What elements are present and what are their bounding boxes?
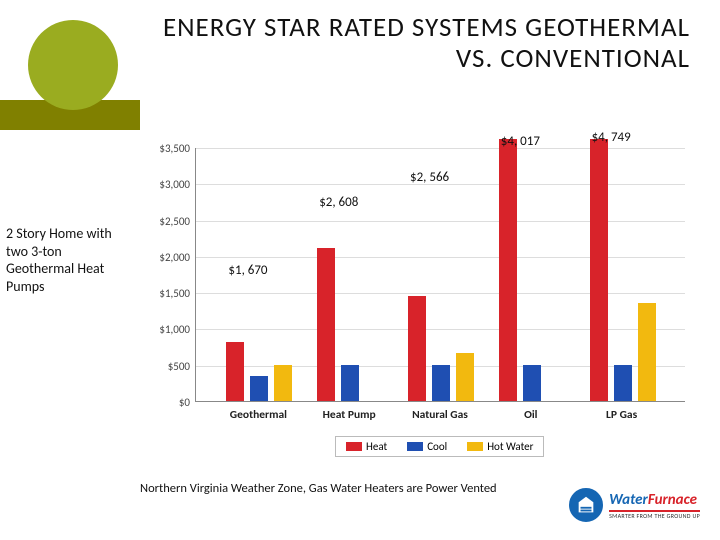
- annotation: $2, 566: [410, 170, 449, 185]
- bar: [408, 296, 426, 401]
- bar: [432, 365, 450, 401]
- logo-word-2: Furnace: [648, 491, 697, 509]
- y-tick-label: $0: [140, 396, 190, 409]
- bar: [456, 353, 474, 401]
- logo-text: WaterFurnace SMARTER FROM THE GROUND UP: [609, 491, 700, 520]
- chart: $0 $500 $1,000 $1,500 $2,000 $2,500 $3,000 $3,5…: [140, 138, 700, 468]
- legend-hotwater-label: Hot Water: [487, 440, 533, 453]
- legend-heat-label: Heat: [366, 440, 387, 453]
- legend-hotwater: Hot Water: [467, 440, 533, 453]
- logo-word-1: Water: [609, 491, 648, 509]
- y-tick-label: $2,500: [140, 215, 190, 228]
- x-tick-label: Heat Pump: [304, 408, 395, 422]
- x-tick-label: LP Gas: [576, 408, 667, 422]
- y-tick-label: $3,000: [140, 178, 190, 191]
- bar: [590, 139, 608, 401]
- annotation: $2, 608: [319, 195, 358, 210]
- bar: [250, 376, 268, 401]
- bar: [523, 365, 541, 401]
- legend-cool-label: Cool: [427, 440, 447, 453]
- x-tick-label: Geothermal: [213, 408, 304, 422]
- bar: [638, 303, 656, 401]
- bar: [274, 365, 292, 401]
- y-tick-label: $2,000: [140, 251, 190, 264]
- x-tick-label: Oil: [485, 408, 576, 422]
- annotation: $4, 017: [501, 134, 540, 149]
- slide-title: ENERGY STAR RATED SYSTEMS GEOTHERMAL VS.…: [150, 12, 690, 74]
- y-tick-label: $3,500: [140, 142, 190, 155]
- logo-badge-icon: [569, 488, 603, 522]
- y-tick-label: $500: [140, 360, 190, 373]
- y-tick-label: $1,500: [140, 287, 190, 300]
- footnote: Northern Virginia Weather Zone, Gas Wate…: [140, 481, 497, 496]
- legend: Heat Cool Hot Water: [335, 436, 544, 457]
- logo: WaterFurnace SMARTER FROM THE GROUND UP: [569, 488, 700, 522]
- accent-circle: [28, 20, 118, 110]
- bar: [226, 342, 244, 402]
- bar: [341, 365, 359, 401]
- x-tick-label: Natural Gas: [395, 408, 486, 422]
- legend-heat: Heat: [346, 440, 387, 453]
- annotation: $1, 670: [228, 263, 267, 278]
- bar: [614, 365, 632, 401]
- plot-area: [195, 148, 685, 402]
- side-note: 2 Story Home with two 3-ton Geothermal H…: [6, 225, 126, 295]
- bar: [317, 248, 335, 401]
- logo-tagline: SMARTER FROM THE GROUND UP: [609, 512, 700, 520]
- bar: [499, 139, 517, 401]
- legend-cool: Cool: [407, 440, 447, 453]
- y-tick-label: $1,000: [140, 323, 190, 336]
- annotation: $4, 749: [592, 130, 631, 145]
